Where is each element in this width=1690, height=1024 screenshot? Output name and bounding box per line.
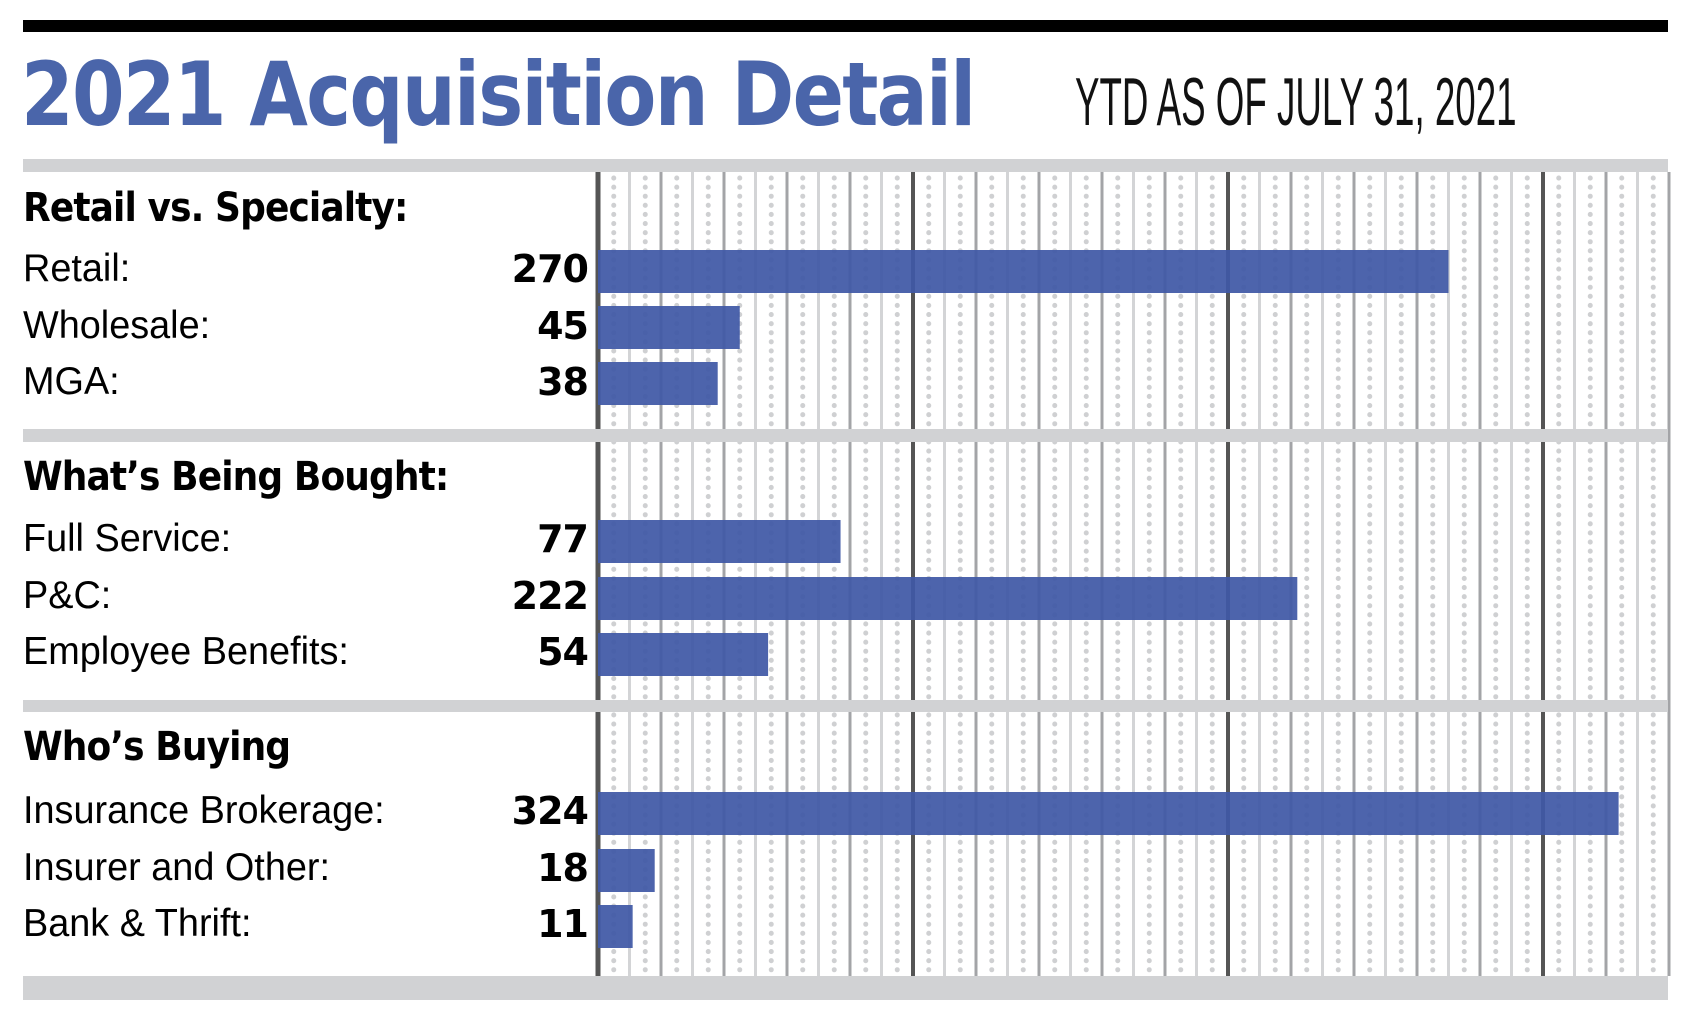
group-heading: What’s Being Bought: <box>23 454 449 500</box>
bar <box>598 577 1298 620</box>
bar <box>598 520 841 563</box>
section-band <box>23 429 1668 442</box>
section-band <box>23 976 1668 1000</box>
section-band <box>23 700 1668 712</box>
bar <box>598 905 633 948</box>
value-label: 324 <box>511 789 589 833</box>
chart-title: 2021 Acquisition Detail <box>21 43 976 146</box>
category-label: Insurer and Other: <box>23 846 331 889</box>
chart-subtitle: YTD AS OF JULY 31, 2021 <box>1075 64 1517 140</box>
category-label: Employee Benefits: <box>23 630 349 673</box>
section-band <box>23 159 1668 172</box>
group-heading: Retail vs. Specialty: <box>23 185 408 231</box>
bar <box>598 362 718 405</box>
category-label: P&C: <box>23 574 112 617</box>
bar <box>598 792 1619 835</box>
value-label: 18 <box>537 846 589 890</box>
group-heading: Who’s Buying <box>23 724 291 770</box>
value-label: 45 <box>537 304 589 348</box>
category-label: Wholesale: <box>23 304 211 347</box>
bar <box>598 633 769 676</box>
value-label: 270 <box>511 247 589 291</box>
value-label: 11 <box>537 902 589 946</box>
value-label: 77 <box>537 517 589 561</box>
category-label: Retail: <box>23 247 131 290</box>
value-label: 222 <box>511 574 589 618</box>
category-label: Bank & Thrift: <box>23 902 252 945</box>
category-label: Insurance Brokerage: <box>23 789 385 832</box>
top-rule <box>23 20 1668 32</box>
value-label: 38 <box>537 360 589 404</box>
bar <box>598 849 655 892</box>
category-label: MGA: <box>23 360 120 403</box>
value-label: 54 <box>537 630 589 674</box>
category-label: Full Service: <box>23 517 232 560</box>
bar <box>598 250 1449 293</box>
bar <box>598 306 740 349</box>
